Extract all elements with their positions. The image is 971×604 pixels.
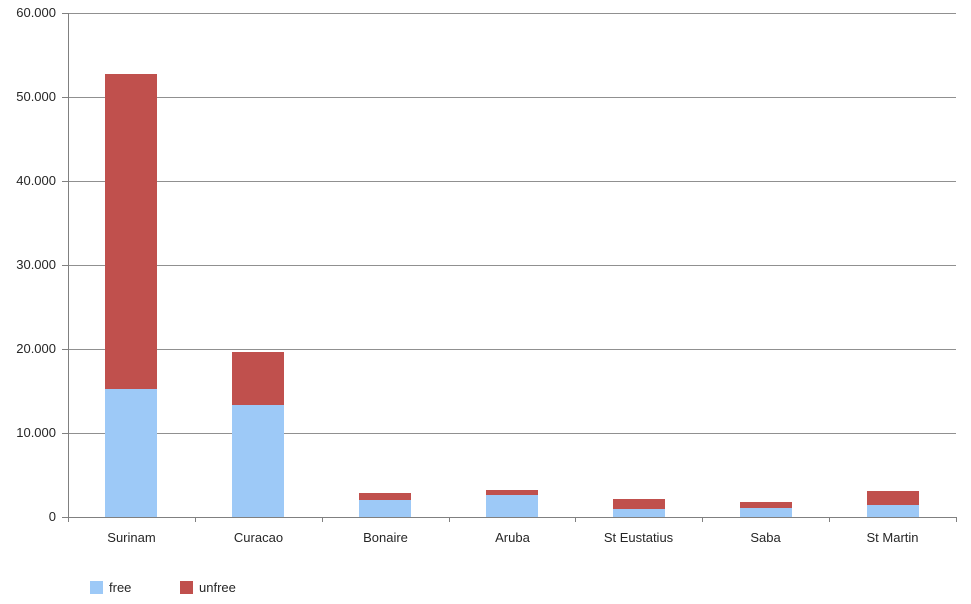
y-axis-label: 10.000	[16, 425, 56, 440]
y-axis-label: 30.000	[16, 257, 56, 272]
bar-segment-unfree-curacao	[232, 351, 284, 406]
x-axis-label: St Eustatius	[603, 530, 674, 545]
bar-segment-free-bonaire	[359, 500, 411, 517]
y-axis-label: 20.000	[16, 341, 56, 356]
bar-segment-free-surinam	[105, 389, 157, 517]
x-axis-tick	[195, 517, 196, 522]
x-axis-tick	[322, 517, 323, 522]
legend-label-unfree: unfree	[199, 580, 236, 595]
y-axis-tick	[62, 97, 68, 98]
gridline	[68, 181, 956, 182]
y-axis-label: 60.000	[16, 5, 56, 20]
legend-swatch-free	[90, 581, 103, 594]
x-axis-tick	[829, 517, 830, 522]
bar-segment-free-st-martin	[867, 505, 919, 517]
x-axis-label: St Martin	[866, 530, 919, 545]
gridline	[68, 265, 956, 266]
y-axis-tick	[62, 433, 68, 434]
bar-segment-unfree-bonaire	[359, 493, 411, 501]
x-axis-tick	[575, 517, 576, 522]
bar-segment-unfree-st-martin	[867, 490, 919, 506]
y-axis-label: 0	[48, 509, 56, 524]
x-axis-label: Bonaire	[363, 530, 408, 545]
x-axis-label: Surinam	[107, 530, 156, 545]
x-axis-tick	[702, 517, 703, 522]
bar-segment-free-curacao	[232, 405, 284, 517]
y-axis-tick	[62, 265, 68, 266]
y-axis-tick	[62, 517, 68, 518]
x-axis-label: Curacao	[233, 530, 284, 545]
legend-item-unfree: unfree	[180, 580, 236, 595]
x-axis-line	[68, 517, 957, 518]
bar-segment-free-saba	[740, 508, 792, 517]
legend-item-free: free	[90, 580, 131, 595]
bar-segment-unfree-saba	[740, 501, 792, 509]
y-axis-line	[68, 13, 69, 522]
y-axis-tick	[62, 13, 68, 14]
bar-segment-free-st-eustatius	[613, 508, 665, 517]
legend: free unfree	[0, 580, 971, 598]
legend-label-free: free	[109, 580, 132, 595]
x-axis-tick	[956, 517, 957, 522]
bar-segment-free-aruba	[486, 495, 538, 517]
gridline	[68, 97, 956, 98]
x-axis-label: Aruba	[495, 530, 530, 545]
gridline	[68, 13, 956, 14]
x-axis-tick	[449, 517, 450, 522]
x-axis-label: Saba	[750, 530, 781, 545]
bar-segment-unfree-surinam	[105, 74, 157, 390]
y-axis-tick	[62, 349, 68, 350]
y-axis-tick	[62, 181, 68, 182]
y-axis-label: 50.000	[16, 89, 56, 104]
bar-segment-unfree-aruba	[486, 490, 538, 496]
gridline	[68, 433, 956, 434]
gridline	[68, 349, 956, 350]
y-axis-label: 40.000	[16, 173, 56, 188]
legend-swatch-unfree	[180, 581, 193, 594]
bar-segment-unfree-st-eustatius	[613, 499, 665, 509]
